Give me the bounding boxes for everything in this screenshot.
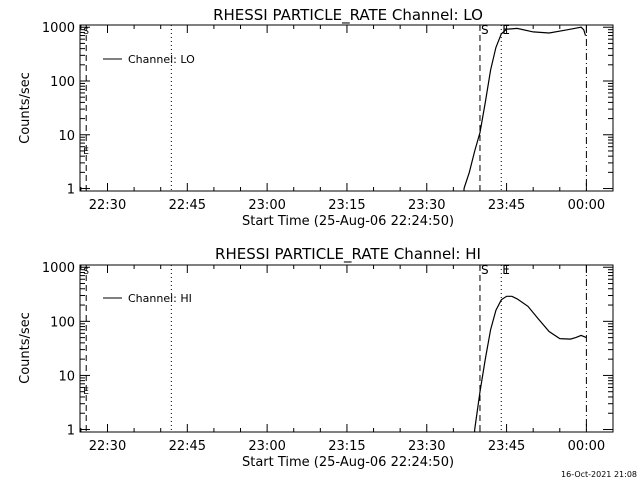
y-tick-label: 10 (58, 129, 75, 144)
x-tick-label: 23:15 (328, 439, 365, 454)
x-tick-label: 23:30 (408, 439, 445, 454)
marker-label: E (502, 263, 510, 277)
panel-hi: RHESSI PARTICLE_RATE Channel: HI Counts/… (18, 245, 614, 470)
plot-frame (79, 24, 614, 192)
legend-label: Channel: LO (128, 53, 195, 66)
legend: Channel: HI (103, 292, 192, 305)
x-tick-label: 23:45 (488, 439, 525, 454)
y-tick-label: 10 (58, 369, 75, 384)
event-line-char: E (83, 387, 89, 397)
chart-title: RHESSI PARTICLE_RATE Channel: LO (213, 6, 483, 25)
series-line (463, 26, 587, 189)
panel-lo: RHESSI PARTICLE_RATE Channel: LO Counts/… (18, 6, 614, 229)
series-group (463, 26, 587, 191)
x-tick-label: 23:15 (328, 198, 365, 213)
x-tick-label: 00:00 (568, 439, 605, 454)
event-line-char: S (83, 27, 89, 37)
y-tick-label: 1000 (42, 21, 75, 36)
x-tick-label: 23:45 (488, 198, 525, 213)
plot-frame (79, 264, 614, 433)
legend-label: Channel: HI (128, 292, 192, 305)
y-tick-label: 1 (67, 424, 75, 439)
x-tick-label: 23:30 (408, 198, 445, 213)
x-axis-label: Start Time (25-Aug-06 22:24:50) (242, 214, 454, 229)
marker-label: S (481, 263, 489, 277)
event-lines: SES E (83, 23, 587, 191)
y-axis-label: Counts/sec (18, 312, 33, 384)
x-tick-label: 22:30 (89, 439, 126, 454)
y-tick-label: 1 (67, 183, 75, 198)
x-tick-label: 00:00 (568, 198, 605, 213)
event-line-char: E (83, 147, 89, 157)
y-tick-label: 100 (50, 75, 75, 90)
footer-timestamp: 16-Oct-2021 21:08 (561, 470, 637, 479)
y-tick-label: 100 (50, 315, 75, 330)
x-tick-label: 22:45 (169, 439, 206, 454)
x-tick-label: 23:00 (248, 439, 285, 454)
x-axis-label: Start Time (25-Aug-06 22:24:50) (242, 455, 454, 470)
legend: Channel: LO (103, 53, 195, 66)
event-lines: SES E (83, 263, 587, 432)
y-axis-label: Counts/sec (18, 72, 33, 144)
chart-title: RHESSI PARTICLE_RATE Channel: HI (215, 245, 481, 264)
series-line (474, 295, 587, 430)
marker-label: S (481, 23, 489, 37)
x-tick-label: 22:45 (169, 198, 206, 213)
x-tick-label: 22:30 (89, 198, 126, 213)
y-tick-label: 1000 (42, 261, 75, 276)
series-group (474, 295, 587, 432)
axis-ticks: 22:30 22:45 23:00 23:15 23:30 23:45 00:00 1 10 10… (42, 261, 614, 454)
event-line-char: S (83, 267, 89, 277)
axis-ticks: 22:30 22:45 23:00 23:15 23:30 23:45 00:00 1 10 10… (42, 21, 614, 213)
x-tick-label: 23:00 (248, 198, 285, 213)
